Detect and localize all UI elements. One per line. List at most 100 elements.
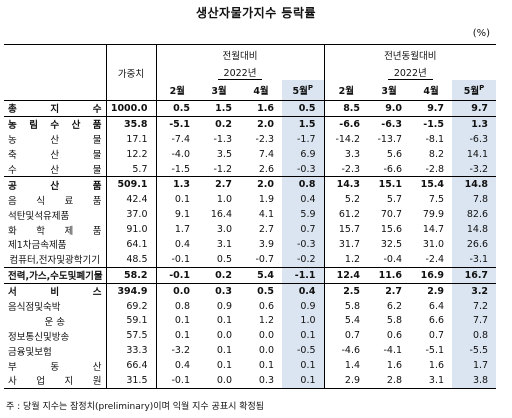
yoy-cell: 14.3 bbox=[324, 176, 369, 193]
yoy-cell: -1.5 bbox=[410, 115, 453, 132]
yoy-cell: -5.1 bbox=[425, 345, 445, 357]
mom-cell: 2.7 bbox=[258, 224, 274, 236]
mom-cell: 0.0 bbox=[258, 330, 274, 342]
yoy-cell: -2.3 bbox=[341, 163, 361, 175]
row-label: 컴퓨터,전자및광학기기 bbox=[4, 251, 107, 268]
mom-cell: 0.3 bbox=[198, 282, 240, 299]
mom-cell: 0.1 bbox=[282, 358, 325, 374]
table-row: 운 송 59.1 0.1 0.1 1.2 1.0 5.4 5.8 6.6 7.7 bbox=[4, 313, 497, 329]
row-label: 금융및보험 bbox=[4, 343, 107, 359]
mom-cell: -1.1 bbox=[282, 266, 325, 284]
yoy-cell: 32.5 bbox=[380, 238, 403, 250]
mom-cell: 1.5 bbox=[198, 100, 240, 117]
mom-cell: 0.4 bbox=[174, 238, 190, 250]
row-label: 농 림 수 산 품 bbox=[4, 115, 107, 132]
mom-month-header: 4월 bbox=[253, 86, 269, 97]
yoy-cell: -2.8 bbox=[425, 163, 445, 175]
yoy-cell: 3.2 bbox=[452, 282, 497, 299]
yoy-cell: 31.7 bbox=[338, 238, 361, 250]
mom-cell: 0.2 bbox=[198, 266, 240, 284]
yoy-cell: 9.0 bbox=[368, 100, 411, 117]
mom-cell: 0.6 bbox=[258, 300, 274, 312]
table-row: 제1차금속제품 64.1 0.4 3.1 3.9 -0.3 31.7 32.5 31.0 26.6 bbox=[4, 237, 497, 252]
weight-cell: 394.9 bbox=[106, 282, 157, 299]
yoy-cell: 15.7 bbox=[338, 224, 361, 236]
mom-year-label: 2022년 bbox=[217, 65, 263, 80]
weight-cell: 17.1 bbox=[106, 131, 157, 147]
yoy-month-header: 3월 bbox=[381, 86, 397, 97]
table-row: 음식점및숙박 69.2 0.8 0.9 0.6 0.9 5.8 6.2 6.4 7.2 bbox=[4, 298, 497, 314]
yoy-cell: -2.4 bbox=[425, 253, 445, 265]
mom-cell: 0.4 bbox=[174, 360, 190, 372]
mom-month-header: 3월 bbox=[211, 86, 227, 97]
mom-cell: 0.5 bbox=[216, 253, 232, 265]
mom-cell: -0.3 bbox=[282, 237, 325, 252]
mom-cell: -1.7 bbox=[282, 131, 325, 147]
yoy-cell: -6.6 bbox=[324, 115, 369, 132]
mom-cell: 0.1 bbox=[258, 360, 274, 372]
yoy-cell: -14.2 bbox=[335, 133, 361, 145]
mom-cell: 3.0 bbox=[216, 224, 232, 236]
yoy-cell: 8.5 bbox=[324, 100, 369, 117]
table-row: 금융및보험 33.3 -3.2 0.1 0.0 -0.5 -4.6 -4.1 -5.1 -5.5 bbox=[4, 343, 497, 359]
mom-cell: -0.1 bbox=[156, 266, 198, 284]
mom-cell: 0.0 bbox=[198, 373, 240, 389]
yoy-cell: 14.1 bbox=[452, 146, 497, 162]
mom-cell: 2.0 bbox=[240, 176, 282, 193]
mom-cell: 0.7 bbox=[282, 222, 325, 238]
mom-cell: 0.4 bbox=[282, 282, 325, 299]
mom-cell: 0.0 bbox=[258, 345, 274, 357]
mom-cell: 3.1 bbox=[216, 238, 232, 250]
yoy-cell: 0.7 bbox=[344, 330, 361, 342]
mom-cell: 0.0 bbox=[216, 330, 232, 342]
mom-cell: 5.4 bbox=[240, 266, 282, 284]
yoy-cell: 14.8 bbox=[452, 176, 497, 193]
table-row: 사 업 지 원 31.5 -0.1 0.0 0.3 0.1 2.9 2.8 3.1 3.8 bbox=[4, 373, 497, 389]
row-label: 축 산 물 bbox=[4, 146, 107, 162]
weight-cell: 69.2 bbox=[106, 298, 157, 314]
mom-cell: 0.1 bbox=[174, 194, 190, 206]
row-label: 서 비 스 bbox=[4, 282, 107, 299]
table-row: 화 학 제 품 91.0 1.7 3.0 2.7 0.7 15.7 15.6 14.7 14.8 bbox=[4, 222, 497, 238]
mom-cell: -0.1 bbox=[171, 253, 190, 265]
mom-cell: -1.3 bbox=[213, 133, 232, 145]
footnote: 주 : 당월 지수는 잠정치(preliminary)이며 익월 지수 공표시 … bbox=[6, 402, 265, 412]
yoy-cell: 61.2 bbox=[338, 209, 361, 221]
yoy-cell: 7.8 bbox=[452, 192, 497, 208]
row-label: 운 송 bbox=[4, 313, 107, 329]
yoy-cell: -6.3 bbox=[452, 131, 497, 147]
weight-cell: 12.2 bbox=[106, 146, 157, 162]
page-title: 생산자물가지수 등락률 bbox=[195, 6, 317, 20]
weight-cell: 509.1 bbox=[106, 176, 157, 193]
yoy-cell: 7.2 bbox=[452, 298, 497, 314]
yoy-cell: 1.2 bbox=[344, 253, 361, 265]
table-row: 축 산 물 12.2 -4.0 3.5 7.4 6.9 3.3 5.6 8.2 14.1 bbox=[4, 146, 497, 162]
mom-cell: 0.8 bbox=[174, 300, 190, 312]
row-label: 총 지 수 bbox=[4, 100, 107, 117]
table-row: 농 산 물 17.1 -7.4 -1.3 -2.3 -1.7 -14.2 -13.7 -8.1-… bbox=[4, 131, 497, 147]
mom-cell: 0.1 bbox=[216, 360, 232, 372]
table-row: 공 산 품 509.1 1.3 2.7 2.0 0.8 14.3 15.1 15.4 14.8 bbox=[4, 176, 497, 193]
mom-cell: 1.2 bbox=[258, 315, 274, 327]
yoy-group-header: 전년동월대비 bbox=[324, 44, 497, 65]
mom-cell: 16.4 bbox=[210, 209, 232, 221]
mom-cell: -7.4 bbox=[171, 133, 190, 145]
row-label: 사 업 지 원 bbox=[4, 373, 107, 389]
yoy-cell: -0.4 bbox=[383, 253, 403, 265]
table-row: 정보통신및방송 57.5 0.1 0.0 0.0 0.1 0.7 0.6 0.7 0.8 bbox=[4, 328, 497, 344]
mom-cell: -3.2 bbox=[171, 345, 190, 357]
mom-cell: -0.3 bbox=[282, 161, 325, 177]
mom-cell: 2.6 bbox=[258, 163, 274, 175]
mom-cell: 3.9 bbox=[258, 238, 274, 250]
weight-cell: 5.7 bbox=[106, 161, 157, 177]
yoy-cell: 5.2 bbox=[344, 194, 361, 206]
yoy-cell: 1.3 bbox=[452, 115, 497, 132]
weight-header: 가중치 bbox=[106, 44, 157, 101]
yoy-cell: 3.3 bbox=[344, 148, 361, 160]
yoy-cell: 6.6 bbox=[428, 315, 445, 327]
yoy-cell: 2.9 bbox=[410, 282, 453, 299]
row-label: 공 산 품 bbox=[4, 176, 107, 193]
yoy-cell: 1.7 bbox=[452, 358, 497, 374]
row-label: 화 학 제 품 bbox=[4, 222, 107, 238]
yoy-cell: 2.8 bbox=[368, 373, 411, 389]
